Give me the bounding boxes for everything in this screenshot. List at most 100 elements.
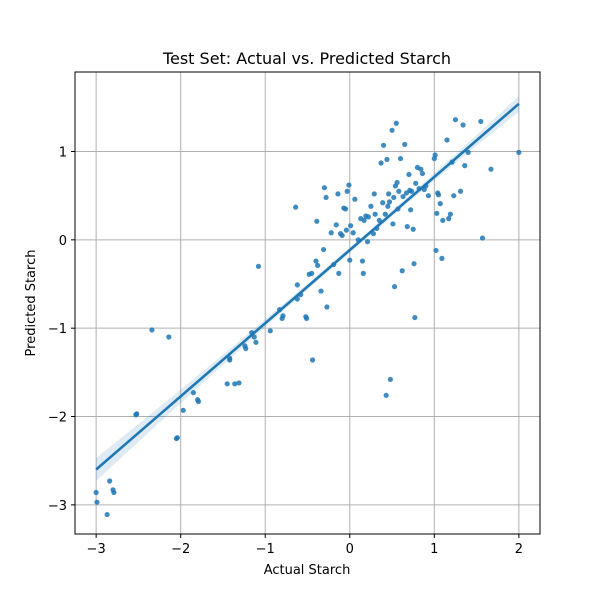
scatter-point [304, 315, 310, 322]
scatter-point [267, 328, 273, 334]
scatter-point [412, 314, 418, 321]
scatter-point [380, 142, 387, 148]
scatter-point [402, 141, 408, 148]
scatter-point [323, 194, 329, 201]
y-axis-ticks: −3 −2 −1 0 1 [48, 146, 75, 514]
scatter-point [236, 380, 242, 386]
scatter-point [324, 304, 330, 310]
scatter-point [434, 210, 440, 216]
x-tick-label: 0 [346, 542, 354, 557]
scatter-point [394, 179, 400, 186]
scatter-point [425, 193, 431, 199]
x-tick-label: −1 [256, 542, 275, 557]
scatter-point [386, 199, 393, 205]
scatter-point [313, 258, 319, 264]
scatter-point [418, 166, 424, 172]
scatter-point [368, 203, 374, 209]
scatter-point [294, 282, 300, 288]
scatter-point [478, 118, 484, 125]
x-tick-label: −3 [87, 542, 106, 557]
scatter-point [389, 127, 395, 133]
scatter-point [348, 223, 354, 229]
scatter-point [104, 511, 110, 518]
scatter-point [343, 227, 349, 233]
scatter-point [413, 180, 419, 186]
scatter-point [190, 390, 196, 396]
scatter-point [411, 261, 417, 267]
y-tick-label: 0 [59, 234, 67, 249]
scatter-point [180, 407, 186, 413]
y-tick-label: 1 [59, 146, 67, 161]
scatter-point [391, 194, 397, 201]
x-tick-label: 2 [515, 542, 523, 557]
chart-title: Test Set: Actual vs. Predicted Starch [162, 49, 451, 68]
y-axis-label: Predicted Starch [24, 250, 39, 357]
scatter-point [111, 489, 117, 496]
scatter-point [452, 117, 459, 123]
scatter-point [516, 149, 522, 155]
scatter-point [342, 206, 349, 212]
scatter-point [408, 188, 415, 194]
scatter-point [391, 284, 398, 290]
scatter-point [387, 376, 393, 383]
scatter-point [346, 182, 352, 188]
scatter-point [359, 258, 366, 264]
x-axis-label: Actual Starch [264, 563, 351, 578]
scatter-point [344, 188, 350, 194]
scatter-point [320, 246, 327, 253]
scatter-point [166, 334, 172, 340]
scatter-point [315, 262, 321, 269]
scatter-point [432, 152, 438, 158]
scatter-point [174, 435, 180, 441]
scatter-point [149, 327, 155, 333]
plot-frame [74, 71, 541, 535]
scatter-point [133, 412, 139, 418]
scatter-point [361, 217, 367, 224]
x-axis-ticks: −3 −2 −1 0 1 2 [87, 534, 523, 557]
scatter-point [352, 196, 358, 202]
scatter-point [293, 204, 299, 210]
scatter-point [384, 156, 390, 163]
y-tick-label: −3 [48, 499, 67, 514]
scatter-point [435, 192, 442, 198]
scatter-point [232, 381, 238, 387]
scatter-point [318, 288, 324, 294]
scatter-point [419, 170, 426, 177]
y-tick-label: −2 [48, 411, 67, 426]
scatter-point [399, 268, 405, 274]
data-points [93, 117, 522, 518]
scatter-point [107, 478, 113, 484]
x-tick-label: 1 [430, 542, 438, 557]
scatter-point [309, 270, 315, 277]
regression-line [95, 102, 520, 471]
scatter-point [400, 193, 406, 200]
y-tick-label: −1 [48, 322, 67, 337]
scatter-point [433, 247, 439, 254]
scatter-point [309, 357, 316, 363]
scatter-point [386, 191, 392, 197]
scatter-point [371, 191, 377, 197]
scatter-point [364, 239, 371, 245]
scatter-point [479, 235, 486, 241]
scatter-point [279, 315, 285, 322]
scatter-point [372, 211, 378, 217]
scatter-point [439, 255, 445, 261]
scatter-point [339, 232, 345, 239]
scatter-point [465, 149, 471, 155]
scatter-point [410, 226, 416, 232]
scatter-point [457, 188, 464, 194]
scatter-point [227, 357, 233, 363]
scatter-point [195, 398, 202, 405]
scatter-point [255, 263, 262, 269]
scatter-point [378, 160, 384, 166]
scatter-point [397, 155, 404, 162]
scatter-point [462, 163, 468, 169]
scatter-point [385, 203, 391, 209]
scatter-point [253, 339, 259, 345]
scatter-point [321, 185, 328, 191]
scatter-point [333, 222, 339, 228]
scatter-point [488, 166, 494, 172]
scatter-point [328, 230, 334, 236]
scatter-point [390, 221, 396, 227]
